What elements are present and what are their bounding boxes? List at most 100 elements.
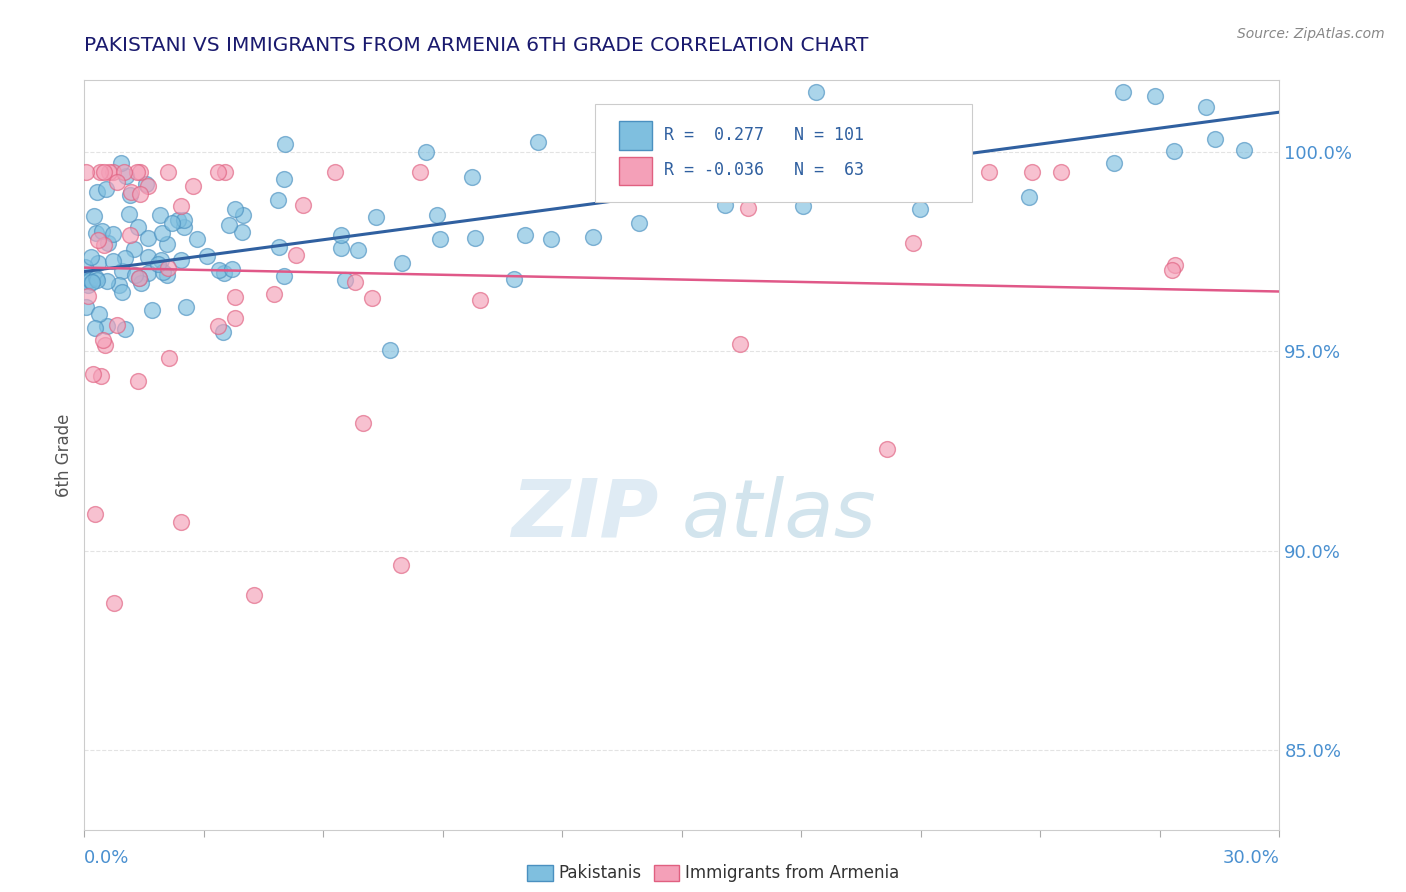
Point (643, 165, 665, 179)
Point (221, 261, 243, 276)
Point (628, 216, 651, 230)
Point (186, 231, 208, 245)
Point (540, 231, 562, 245)
Point (948, 165, 970, 179)
Point (468, 293, 491, 307)
Text: 0.0%: 0.0% (84, 849, 129, 868)
Point (84, 271, 107, 285)
Point (135, 178, 157, 192)
Text: R =  0.277   N = 101: R = 0.277 N = 101 (664, 126, 863, 144)
Point (127, 219, 149, 234)
Point (96, 319, 118, 334)
Point (429, 232, 451, 246)
Point (105, 175, 128, 189)
Text: PAKISTANI VS IMMIGRANTS FROM ARMENIA 6TH GRADE CORRELATION CHART: PAKISTANI VS IMMIGRANTS FROM ARMENIA 6TH… (84, 36, 869, 54)
Point (274, 137, 297, 152)
Point (124, 268, 146, 282)
Point (737, 201, 759, 215)
Point (344, 275, 367, 289)
Point (273, 171, 295, 186)
Point (901, 235, 924, 250)
Point (160, 216, 183, 230)
Point (118, 207, 141, 221)
Point (152, 265, 174, 279)
Point (409, 165, 432, 179)
Point (93, 238, 115, 252)
Point (243, 588, 266, 602)
Point (101, 165, 124, 179)
Point (150, 253, 173, 268)
Point (1049, 165, 1071, 179)
Point (75, 274, 97, 288)
Point (93, 338, 115, 352)
Point (166, 212, 188, 227)
Point (91, 224, 114, 238)
Point (267, 193, 290, 207)
Text: 30.0%: 30.0% (1223, 849, 1279, 868)
Point (105, 318, 128, 332)
Point (692, 112, 714, 127)
Point (1018, 190, 1040, 204)
Point (426, 209, 449, 223)
Point (76, 278, 98, 293)
Point (1143, 88, 1166, 103)
Text: atlas: atlas (682, 475, 877, 554)
Point (904, 165, 927, 179)
Text: R = -0.036   N =  63: R = -0.036 N = 63 (664, 161, 863, 179)
Text: Pakistanis: Pakistanis (558, 864, 641, 882)
Point (212, 325, 235, 339)
Point (804, 86, 827, 100)
Point (1195, 100, 1218, 114)
Point (97, 235, 120, 250)
Point (195, 249, 218, 263)
Point (125, 165, 148, 179)
Point (212, 266, 235, 280)
Point (273, 269, 295, 284)
Point (347, 243, 370, 257)
Point (207, 318, 229, 333)
Point (136, 178, 159, 193)
Point (156, 236, 179, 251)
Point (330, 227, 353, 242)
Point (87, 256, 110, 270)
Point (714, 198, 737, 212)
Point (87, 233, 110, 247)
Point (267, 240, 290, 254)
Point (174, 300, 197, 314)
Point (232, 208, 254, 222)
Point (651, 165, 673, 179)
Point (149, 208, 172, 222)
Point (128, 270, 150, 285)
Point (120, 185, 142, 199)
Point (914, 165, 936, 179)
Point (111, 285, 134, 299)
Point (94, 182, 117, 196)
Point (170, 198, 193, 212)
Point (98, 165, 121, 179)
Point (86, 185, 108, 199)
Point (101, 254, 124, 268)
Point (224, 290, 246, 304)
Point (136, 230, 159, 244)
Point (218, 218, 240, 232)
FancyBboxPatch shape (595, 104, 973, 202)
Point (170, 515, 193, 529)
Point (908, 202, 931, 217)
Point (745, 165, 768, 179)
Point (112, 165, 135, 179)
Point (89, 165, 111, 179)
Point (207, 165, 229, 179)
Point (208, 262, 231, 277)
Point (224, 311, 246, 326)
Y-axis label: 6th Grade: 6th Grade (55, 413, 73, 497)
Point (1112, 85, 1135, 99)
Point (129, 165, 152, 179)
Point (1204, 132, 1226, 146)
Point (641, 165, 664, 179)
Point (173, 219, 195, 234)
Point (79, 272, 101, 286)
Point (380, 343, 402, 357)
Point (415, 145, 437, 160)
Point (502, 272, 524, 286)
Point (86, 273, 108, 287)
